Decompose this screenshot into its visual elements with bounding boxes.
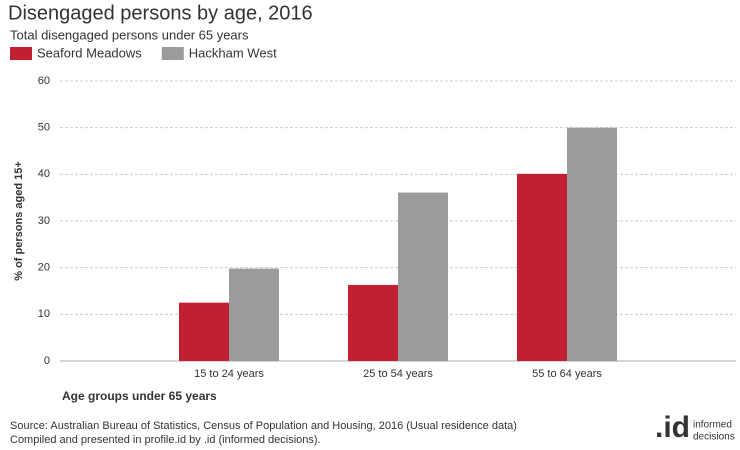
x-axis-title: Age groups under 65 years xyxy=(62,389,217,403)
x-tick-label: 25 to 54 years xyxy=(363,368,433,380)
bar xyxy=(398,192,448,361)
bar xyxy=(229,268,279,361)
logo-text: informed xyxy=(693,420,732,431)
legend-swatch xyxy=(161,47,184,60)
chart-title: Disengaged persons by age, 2016 xyxy=(8,2,313,24)
x-tick-label: 55 to 64 years xyxy=(532,368,602,380)
y-tick-label: 0 xyxy=(44,355,50,367)
source-note: Source: Australian Bureau of Statistics,… xyxy=(10,420,517,432)
logo-text: decisions xyxy=(693,432,735,443)
x-tick-label: 15 to 24 years xyxy=(194,368,264,380)
bar xyxy=(517,173,567,361)
y-tick-label: 10 xyxy=(38,308,50,320)
y-tick-label: 60 xyxy=(38,75,50,87)
legend-swatch xyxy=(10,47,32,60)
legend-label: Seaford Meadows xyxy=(37,45,142,60)
y-tick-label: 20 xyxy=(38,262,50,274)
legend-label: Hackham West xyxy=(189,45,277,60)
logo-mark: .id xyxy=(655,411,690,444)
y-tick-label: 40 xyxy=(38,168,50,180)
y-tick-label: 50 xyxy=(38,122,50,134)
chart-subtitle: Total disengaged persons under 65 years xyxy=(10,27,249,42)
bar xyxy=(567,127,617,362)
y-tick-label: 30 xyxy=(38,215,50,227)
bar xyxy=(348,284,398,361)
y-axis-title: % of persons aged 15+ xyxy=(13,161,25,281)
bar xyxy=(179,302,229,361)
source-note: Compiled and presented in profile.id by … xyxy=(10,434,321,446)
